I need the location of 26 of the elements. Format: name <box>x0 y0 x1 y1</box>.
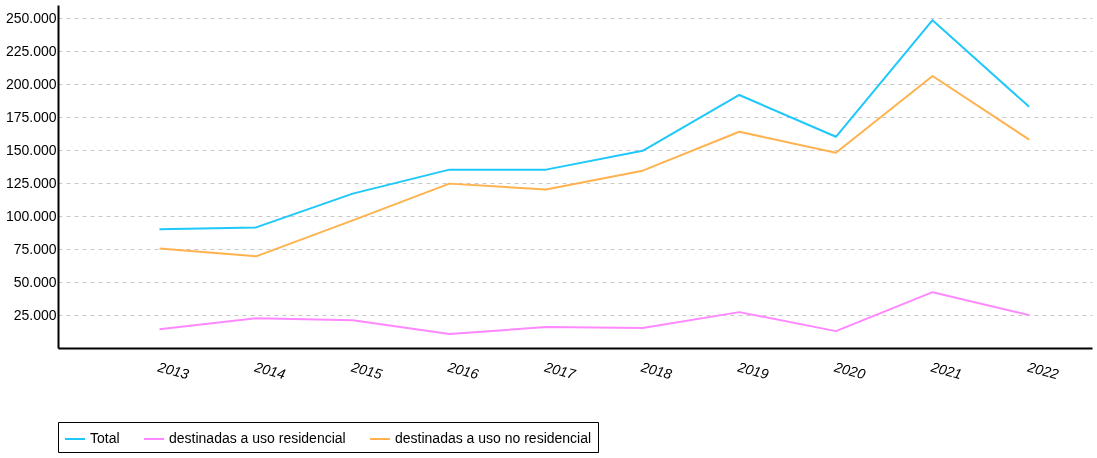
line-series <box>158 291 1031 336</box>
x-tick-label: 2013 <box>155 358 191 383</box>
legend-label: destinadas a uso no residencial <box>395 430 592 446</box>
y-tick-label: 150.000 <box>5 141 57 158</box>
legend-label: destinadas a uso residencial <box>169 430 346 446</box>
x-tick-label: 2021 <box>928 358 964 383</box>
legend-label: Total <box>90 430 120 446</box>
y-tick-label: 225.000 <box>5 42 57 59</box>
x-tick-label: 2015 <box>348 358 385 383</box>
x-tick-label: 2018 <box>638 358 674 383</box>
line-series <box>158 74 1031 258</box>
y-tick-label: 175.000 <box>5 108 57 125</box>
y-tick-label: 125.000 <box>5 174 57 191</box>
x-tick-label: 2022 <box>1025 358 1061 383</box>
y-tick-label: 200.000 <box>5 75 57 92</box>
x-tick-label: 2020 <box>831 358 868 383</box>
y-tick-label: 50.000 <box>13 273 57 290</box>
y-tick-label: 25.000 <box>13 306 57 323</box>
x-tick-label: 2019 <box>735 358 771 383</box>
x-tick-label: 2017 <box>541 358 579 383</box>
line-series <box>158 19 1031 231</box>
y-tick-label: 75.000 <box>13 240 57 257</box>
x-tick-label: 2014 <box>252 358 288 383</box>
y-tick-label: 100.000 <box>5 207 57 224</box>
y-tick-label: 250.000 <box>5 9 57 26</box>
x-tick-label: 2016 <box>445 358 481 383</box>
